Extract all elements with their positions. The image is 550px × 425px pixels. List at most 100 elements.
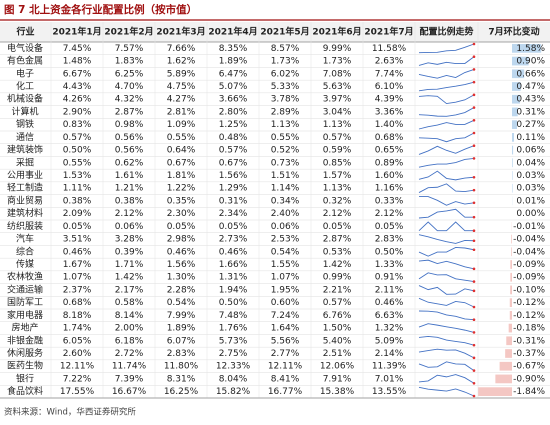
cell-value: 1.55% [271, 260, 300, 270]
cell-value: 16.77% [268, 387, 303, 397]
change-value: -0.09% [513, 260, 545, 270]
cell-value: 0.33% [375, 196, 404, 206]
cell-value: 1.29% [219, 184, 248, 194]
cell-value: 12.11% [60, 362, 95, 372]
cell-value: 0.56% [115, 133, 144, 143]
cell-value: 1.32% [375, 324, 404, 334]
cell-value: 1.71% [115, 260, 144, 270]
cell-value: 8.57% [271, 44, 300, 54]
cell-value: 1.25% [219, 120, 248, 130]
trend-sparkline [419, 57, 474, 66]
cell-value: 11.39% [372, 362, 407, 372]
cell-value: 0.67% [167, 158, 196, 168]
trend-end-dot [473, 306, 476, 309]
cell-value: 12.33% [216, 362, 251, 372]
cell-value: 15.82% [216, 387, 251, 397]
cell-value: 1.62% [167, 57, 196, 67]
cell-value: 1.13% [323, 120, 352, 130]
change-value: -0.90% [513, 374, 545, 384]
trend-end-dot [473, 357, 476, 360]
cell-value: 0.46% [219, 247, 248, 257]
cell-value: 8.14% [115, 311, 144, 321]
cell-value: 2.80% [219, 107, 248, 117]
column-header: 2021年1月 [52, 26, 101, 38]
trend-sparkline [419, 44, 474, 53]
cell-value: 0.68% [63, 298, 92, 308]
industry-name: 化工 [16, 80, 34, 92]
cell-value: 0.50% [63, 146, 92, 156]
cell-value: 1.31% [219, 273, 248, 283]
cell-value: 2.87% [115, 107, 144, 117]
cell-value: 13.55% [372, 387, 407, 397]
cell-value: 0.58% [115, 298, 144, 308]
cell-value: 2.34% [219, 209, 248, 219]
cell-value: 1.56% [167, 260, 196, 270]
trend-end-dot [473, 132, 476, 135]
cell-value: 5.40% [323, 336, 352, 346]
cell-value: 2.21% [323, 285, 352, 295]
cell-value: 6.76% [323, 311, 352, 321]
cell-value: 7.57% [115, 44, 144, 54]
trend-sparkline [419, 336, 474, 345]
trend-end-dot [473, 94, 476, 97]
cell-value: 8.41% [271, 374, 300, 384]
cell-value: 0.32% [323, 196, 352, 206]
cell-value: 0.05% [63, 222, 92, 232]
cell-value: 1.16% [375, 184, 404, 194]
cell-value: 0.57% [219, 146, 248, 156]
cell-value: 0.05% [375, 222, 404, 232]
change-value: 0.43% [516, 95, 545, 105]
change-value: -0.09% [513, 273, 545, 283]
cell-value: 1.83% [115, 57, 144, 67]
cell-value: 1.14% [271, 184, 300, 194]
cell-value: 16.67% [112, 387, 147, 397]
cell-value: 16.25% [164, 387, 199, 397]
cell-value: 0.64% [167, 146, 196, 156]
source-note: 资料来源：Wind，华西证券研究所 [4, 407, 136, 418]
column-header: 2021年3月 [156, 26, 205, 38]
cell-value: 0.89% [375, 158, 404, 168]
cell-value: 2.73% [219, 235, 248, 245]
trend-sparkline [419, 324, 474, 333]
change-bar [511, 247, 512, 256]
cell-value: 4.43% [63, 82, 92, 92]
change-bar [510, 298, 512, 307]
cell-value: 0.73% [271, 158, 300, 168]
trend-end-dot [473, 216, 476, 219]
cell-value: 5.09% [375, 336, 404, 346]
trend-end-dot [473, 189, 476, 192]
cell-value: 3.28% [115, 235, 144, 245]
cell-value: 1.13% [323, 184, 352, 194]
column-header: 配置比例走势 [419, 26, 473, 38]
cell-value: 4.75% [167, 82, 196, 92]
change-value: -0.31% [513, 336, 545, 346]
change-bar [510, 273, 512, 282]
cell-value: 1.76% [219, 324, 248, 334]
cell-value: 2.51% [323, 349, 352, 359]
cell-value: 0.99% [323, 273, 352, 283]
cell-value: 12.11% [268, 362, 303, 372]
cell-value: 1.89% [219, 57, 248, 67]
cell-value: 2.12% [323, 209, 352, 219]
cell-value: 8.31% [167, 374, 196, 384]
cell-value: 1.89% [167, 324, 196, 334]
cell-value: 1.67% [63, 260, 92, 270]
trend-sparkline [419, 120, 474, 129]
cell-value: 7.91% [323, 374, 352, 384]
cell-value: 7.45% [63, 44, 92, 54]
trend-sparkline [419, 387, 474, 396]
trend-end-dot [473, 229, 476, 232]
change-value: 0.03% [516, 171, 545, 181]
change-value: -0.10% [513, 285, 545, 295]
cell-value: 0.05% [219, 222, 248, 232]
change-bar [512, 146, 513, 155]
cell-value: 4.27% [167, 95, 196, 105]
cell-value: 2.89% [271, 107, 300, 117]
cell-value: 2.83% [375, 235, 404, 245]
trend-end-dot [473, 55, 476, 58]
change-value: -0.12% [513, 311, 545, 321]
cell-value: 1.40% [375, 120, 404, 130]
change-bar [509, 324, 512, 333]
cell-value: 2.77% [271, 349, 300, 359]
cell-value: 1.64% [271, 324, 300, 334]
